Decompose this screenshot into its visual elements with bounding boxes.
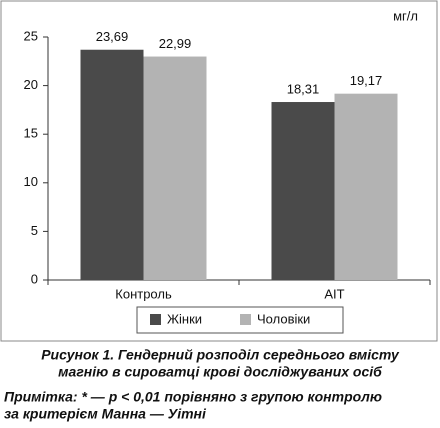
bar (143, 56, 207, 280)
legend-label: Чоловіки (257, 311, 310, 326)
y-tick-label: 5 (31, 223, 38, 238)
value-label: 18,31 (287, 81, 320, 96)
note: Примітка: * — p < 0,01 порівняно з групо… (4, 389, 382, 405)
legend-box (136, 306, 344, 334)
y-unit: мг/л (393, 8, 418, 23)
x-tick-label: Контроль (115, 286, 172, 301)
caption: магнію в сироватці крові досліджуваних о… (58, 364, 382, 380)
caption: Рисунок 1. Гендерний розподіл середнього… (41, 347, 400, 363)
bar (271, 102, 335, 281)
value-label: 22,99 (159, 36, 192, 51)
y-tick-label: 20 (24, 77, 38, 92)
y-tick-label: 0 (31, 271, 38, 286)
value-label: 19,17 (350, 73, 383, 88)
y-tick-label: 15 (24, 126, 38, 141)
value-label: 23,69 (96, 29, 129, 44)
y-tick-label: 10 (24, 174, 38, 189)
legend-swatch (240, 314, 251, 325)
legend-swatch (150, 314, 161, 325)
chart-frame (0, 0, 438, 342)
x-tick-label: АІТ (324, 286, 344, 301)
note: за критерієм Манна — Уітні (4, 406, 207, 422)
y-tick-label: 25 (24, 28, 38, 43)
bar (80, 49, 144, 280)
legend-label: Жінки (167, 311, 202, 326)
bar (334, 93, 398, 280)
